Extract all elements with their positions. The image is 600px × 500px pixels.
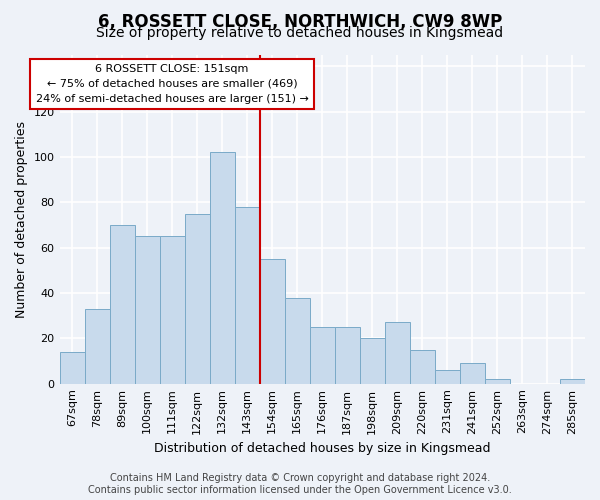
Bar (209, 152, 235, 384)
Text: 6 ROSSETT CLOSE: 151sqm
← 75% of detached houses are smaller (469)
24% of semi-d: 6 ROSSETT CLOSE: 151sqm ← 75% of detache… (36, 64, 308, 104)
Y-axis label: Number of detached properties: Number of detached properties (15, 121, 28, 318)
Bar (185, 214, 209, 384)
Bar (460, 364, 485, 384)
Bar (134, 236, 160, 384)
Bar (285, 298, 310, 384)
Bar (335, 327, 360, 384)
Bar (360, 338, 385, 384)
Bar (385, 322, 410, 384)
Text: 6, ROSSETT CLOSE, NORTHWICH, CW9 8WP: 6, ROSSETT CLOSE, NORTHWICH, CW9 8WP (98, 12, 502, 30)
Bar (485, 379, 510, 384)
X-axis label: Distribution of detached houses by size in Kingsmead: Distribution of detached houses by size … (154, 442, 491, 455)
Bar (260, 259, 285, 384)
Bar (110, 225, 134, 384)
Bar (410, 350, 435, 384)
Text: Size of property relative to detached houses in Kingsmead: Size of property relative to detached ho… (97, 26, 503, 40)
Bar (560, 379, 585, 384)
Bar (310, 327, 335, 384)
Text: Contains HM Land Registry data © Crown copyright and database right 2024.
Contai: Contains HM Land Registry data © Crown c… (88, 474, 512, 495)
Bar (85, 309, 110, 384)
Bar (435, 370, 460, 384)
Bar (59, 352, 85, 384)
Bar (160, 236, 185, 384)
Bar (235, 207, 260, 384)
